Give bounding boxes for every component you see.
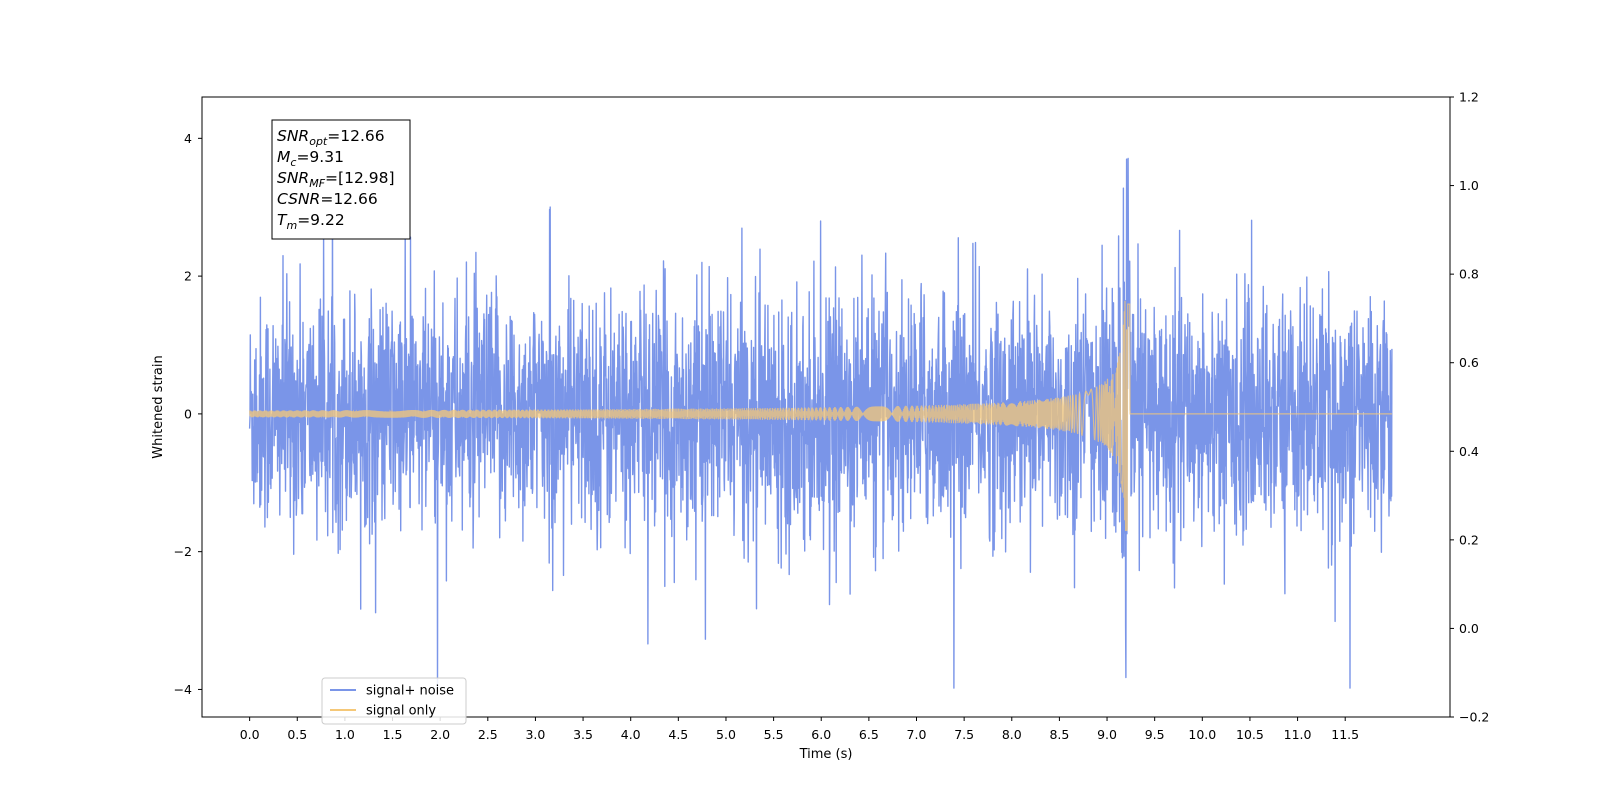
- x-tick-label: 7.5: [954, 727, 974, 742]
- y-tick-label: 2: [184, 269, 192, 284]
- x-tick-label: 5.0: [716, 727, 736, 742]
- x-tick-label: 4.0: [621, 727, 641, 742]
- annotation-box: [271, 119, 411, 240]
- annotation-line: Mc=9.31: [277, 148, 344, 169]
- x-tick-label: 7.0: [907, 727, 927, 742]
- y2-tick-label: 0.8: [1459, 267, 1479, 282]
- y2-tick-label: −0.2: [1459, 710, 1489, 725]
- y-tick-label: −4: [174, 682, 192, 697]
- x-tick-label: 1.5: [383, 727, 403, 742]
- annotation-line: SNRopt=12.66: [277, 127, 385, 148]
- y2-tick-label: 0.6: [1459, 355, 1479, 370]
- y-tick-label: 0: [184, 406, 192, 421]
- x-tick-label: 0.0: [240, 727, 260, 742]
- series-signal-only: [249, 300, 1392, 532]
- y-tick-label: 4: [184, 131, 192, 146]
- x-tick-label: 9.5: [1145, 727, 1165, 742]
- annotation-line: SNRMF=[12.98]: [277, 169, 395, 190]
- x-tick-label: 9.0: [1097, 727, 1117, 742]
- legend-label-signal-only: signal only: [366, 704, 436, 719]
- legend-label-signal-noise: signal+ noise: [366, 684, 454, 699]
- x-tick-label: 8.0: [1002, 727, 1022, 742]
- y-axis-right: −0.2 0.0 0.2 0.4 0.6 0.8 1.0 1.2: [1450, 90, 1489, 725]
- x-tick-label: 11.5: [1331, 727, 1359, 742]
- x-tick-label: 10.0: [1188, 727, 1216, 742]
- y-axis-left: −4 −2 0 2 4: [174, 131, 202, 697]
- annotation-line: Tm=9.22: [277, 211, 345, 232]
- legend: signal+ noise signal only: [321, 677, 467, 725]
- x-tick-label: 11.0: [1284, 727, 1312, 742]
- legend-box: [321, 677, 467, 725]
- series-signal-plus-noise: [248, 157, 1393, 689]
- x-tick-label: 3.5: [573, 727, 593, 742]
- x-tick-label: 6.5: [859, 727, 879, 742]
- y2-tick-label: 1.0: [1459, 178, 1479, 193]
- axes-frame: [201, 96, 1451, 718]
- x-tick-label: 0.5: [287, 727, 307, 742]
- series-layer: [248, 157, 1393, 689]
- x-axis: 0.0 0.5 1.0 1.5 2.0 2.5 3.0 3.5 4.0 4.5 5.0 5.5 6.0 6…: [240, 717, 1359, 742]
- plot-area: [248, 157, 1393, 689]
- y2-tick-label: 1.2: [1459, 90, 1479, 105]
- x-tick-label: 2.5: [478, 727, 498, 742]
- y2-tick-label: 0.2: [1459, 532, 1479, 547]
- x-tick-label: 2.0: [430, 727, 450, 742]
- x-axis-label: Time (s): [799, 747, 853, 762]
- x-tick-label: 8.5: [1049, 727, 1069, 742]
- x-tick-label: 4.5: [668, 727, 688, 742]
- y-tick-label: −2: [174, 544, 192, 559]
- y2-tick-label: 0.0: [1459, 621, 1479, 636]
- x-tick-label: 6.0: [811, 727, 831, 742]
- x-tick-label: 5.5: [764, 727, 784, 742]
- y2-tick-label: 0.4: [1459, 444, 1479, 459]
- x-tick-label: 1.0: [335, 727, 355, 742]
- x-tick-label: 10.5: [1236, 727, 1264, 742]
- x-tick-label: 3.0: [525, 727, 545, 742]
- annotation-line: CSNR=12.66: [277, 190, 378, 208]
- stats-annotation: SNRopt=12.66Mc=9.31SNRMF=[12.98]CSNR=12.…: [271, 119, 411, 240]
- y-axis-label: Whitened strain: [151, 355, 166, 458]
